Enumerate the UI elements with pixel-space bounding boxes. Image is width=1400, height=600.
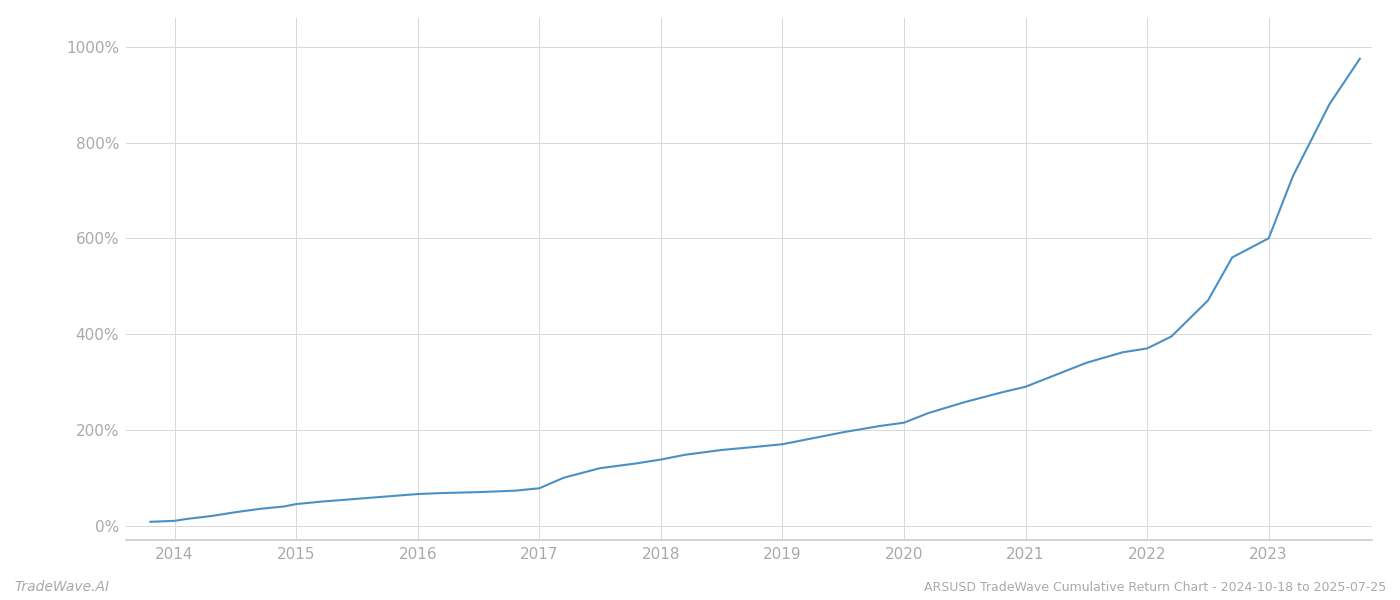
Text: ARSUSD TradeWave Cumulative Return Chart - 2024-10-18 to 2025-07-25: ARSUSD TradeWave Cumulative Return Chart… (924, 581, 1386, 594)
Text: TradeWave.AI: TradeWave.AI (14, 580, 109, 594)
